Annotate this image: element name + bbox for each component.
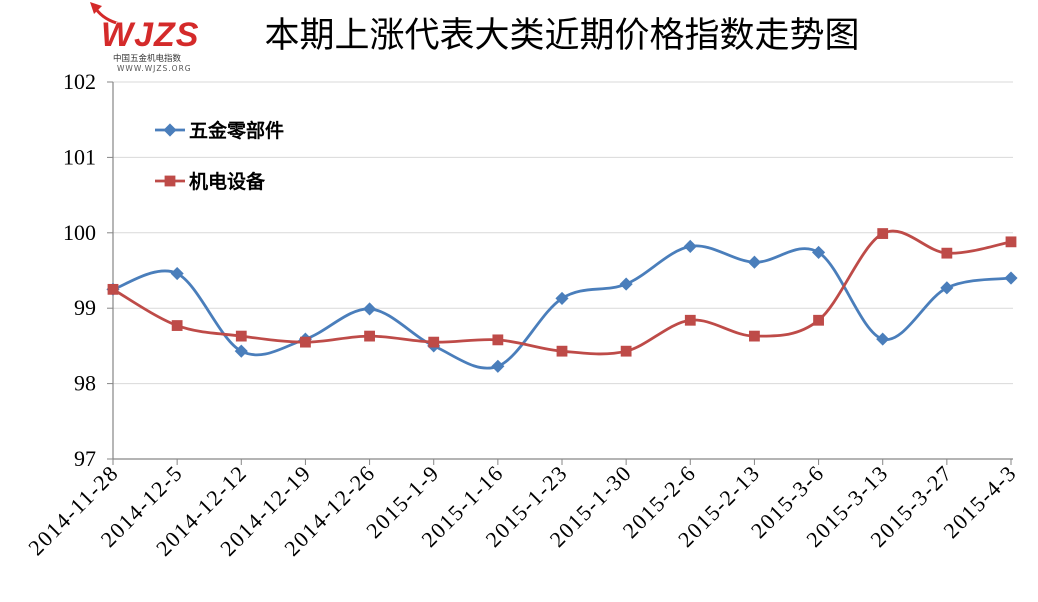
y-tick-label: 102 [63, 69, 96, 94]
series-1-marker [555, 291, 569, 305]
legend-symbol-series-1 [155, 123, 185, 137]
legend-label-series-1: 五金零部件 [189, 119, 284, 142]
series-2-marker [556, 345, 568, 357]
y-tick-label: 97 [74, 446, 96, 471]
series-2-marker [300, 336, 311, 348]
logo: WJZS 中国五金机电指数 WWW.WJZS.ORG [90, 2, 199, 73]
legend-symbol-series-2 [155, 175, 185, 187]
series-2-marker [877, 228, 889, 239]
series-1-marker [234, 344, 248, 358]
series-2-marker [941, 247, 953, 259]
series-1-marker [619, 277, 633, 291]
series-2-marker [813, 314, 824, 326]
x-tick-labels: 2014-11-282014-12-52014-12-122014-12-192… [23, 460, 1021, 561]
logo-arrow-icon [90, 2, 121, 26]
series-2-marker [235, 330, 247, 342]
legend: 五金零部件 机电设备 [155, 119, 284, 193]
y-tick-label: 98 [74, 371, 96, 396]
series-layer [106, 228, 1018, 373]
y-tick-label: 101 [63, 144, 96, 169]
logo-mark: WJZS [101, 16, 199, 54]
logo-name: 中国五金机电指数 [113, 53, 182, 64]
series-2-marker [620, 345, 632, 357]
gridlines [113, 81, 1013, 385]
series-1-marker [491, 359, 505, 373]
series-2-marker [364, 330, 375, 342]
series-1-marker [363, 302, 377, 316]
series-1-marker [812, 245, 826, 259]
series-2-marker [749, 330, 760, 342]
series-1-marker [747, 255, 761, 269]
series-2-marker [171, 320, 183, 331]
logo-site: WWW.WJZS.ORG [117, 64, 192, 73]
y-tick-label: 99 [74, 295, 96, 320]
series-1-marker [1004, 271, 1018, 285]
y-tick-label: 100 [63, 220, 96, 245]
y-tick-labels: 97 98 99 100 101 102 [63, 69, 96, 471]
legend-label-series-2: 机电设备 [189, 170, 266, 193]
series-1-marker [683, 239, 697, 253]
series-1-marker [940, 281, 954, 295]
series-1-marker [876, 332, 890, 346]
series-1-marker [170, 266, 184, 281]
series-2-marker [428, 336, 440, 348]
series-2-marker [1005, 236, 1017, 248]
legend-marker [164, 175, 176, 187]
series-2 [107, 228, 1017, 357]
series-2-marker [492, 334, 504, 346]
series-2-marker [107, 283, 119, 295]
axes [107, 81, 1013, 465]
legend-marker [163, 123, 177, 137]
chart-title: 本期上涨代表大类近期价格指数走势图 [264, 16, 859, 56]
series-2-marker [684, 314, 696, 326]
